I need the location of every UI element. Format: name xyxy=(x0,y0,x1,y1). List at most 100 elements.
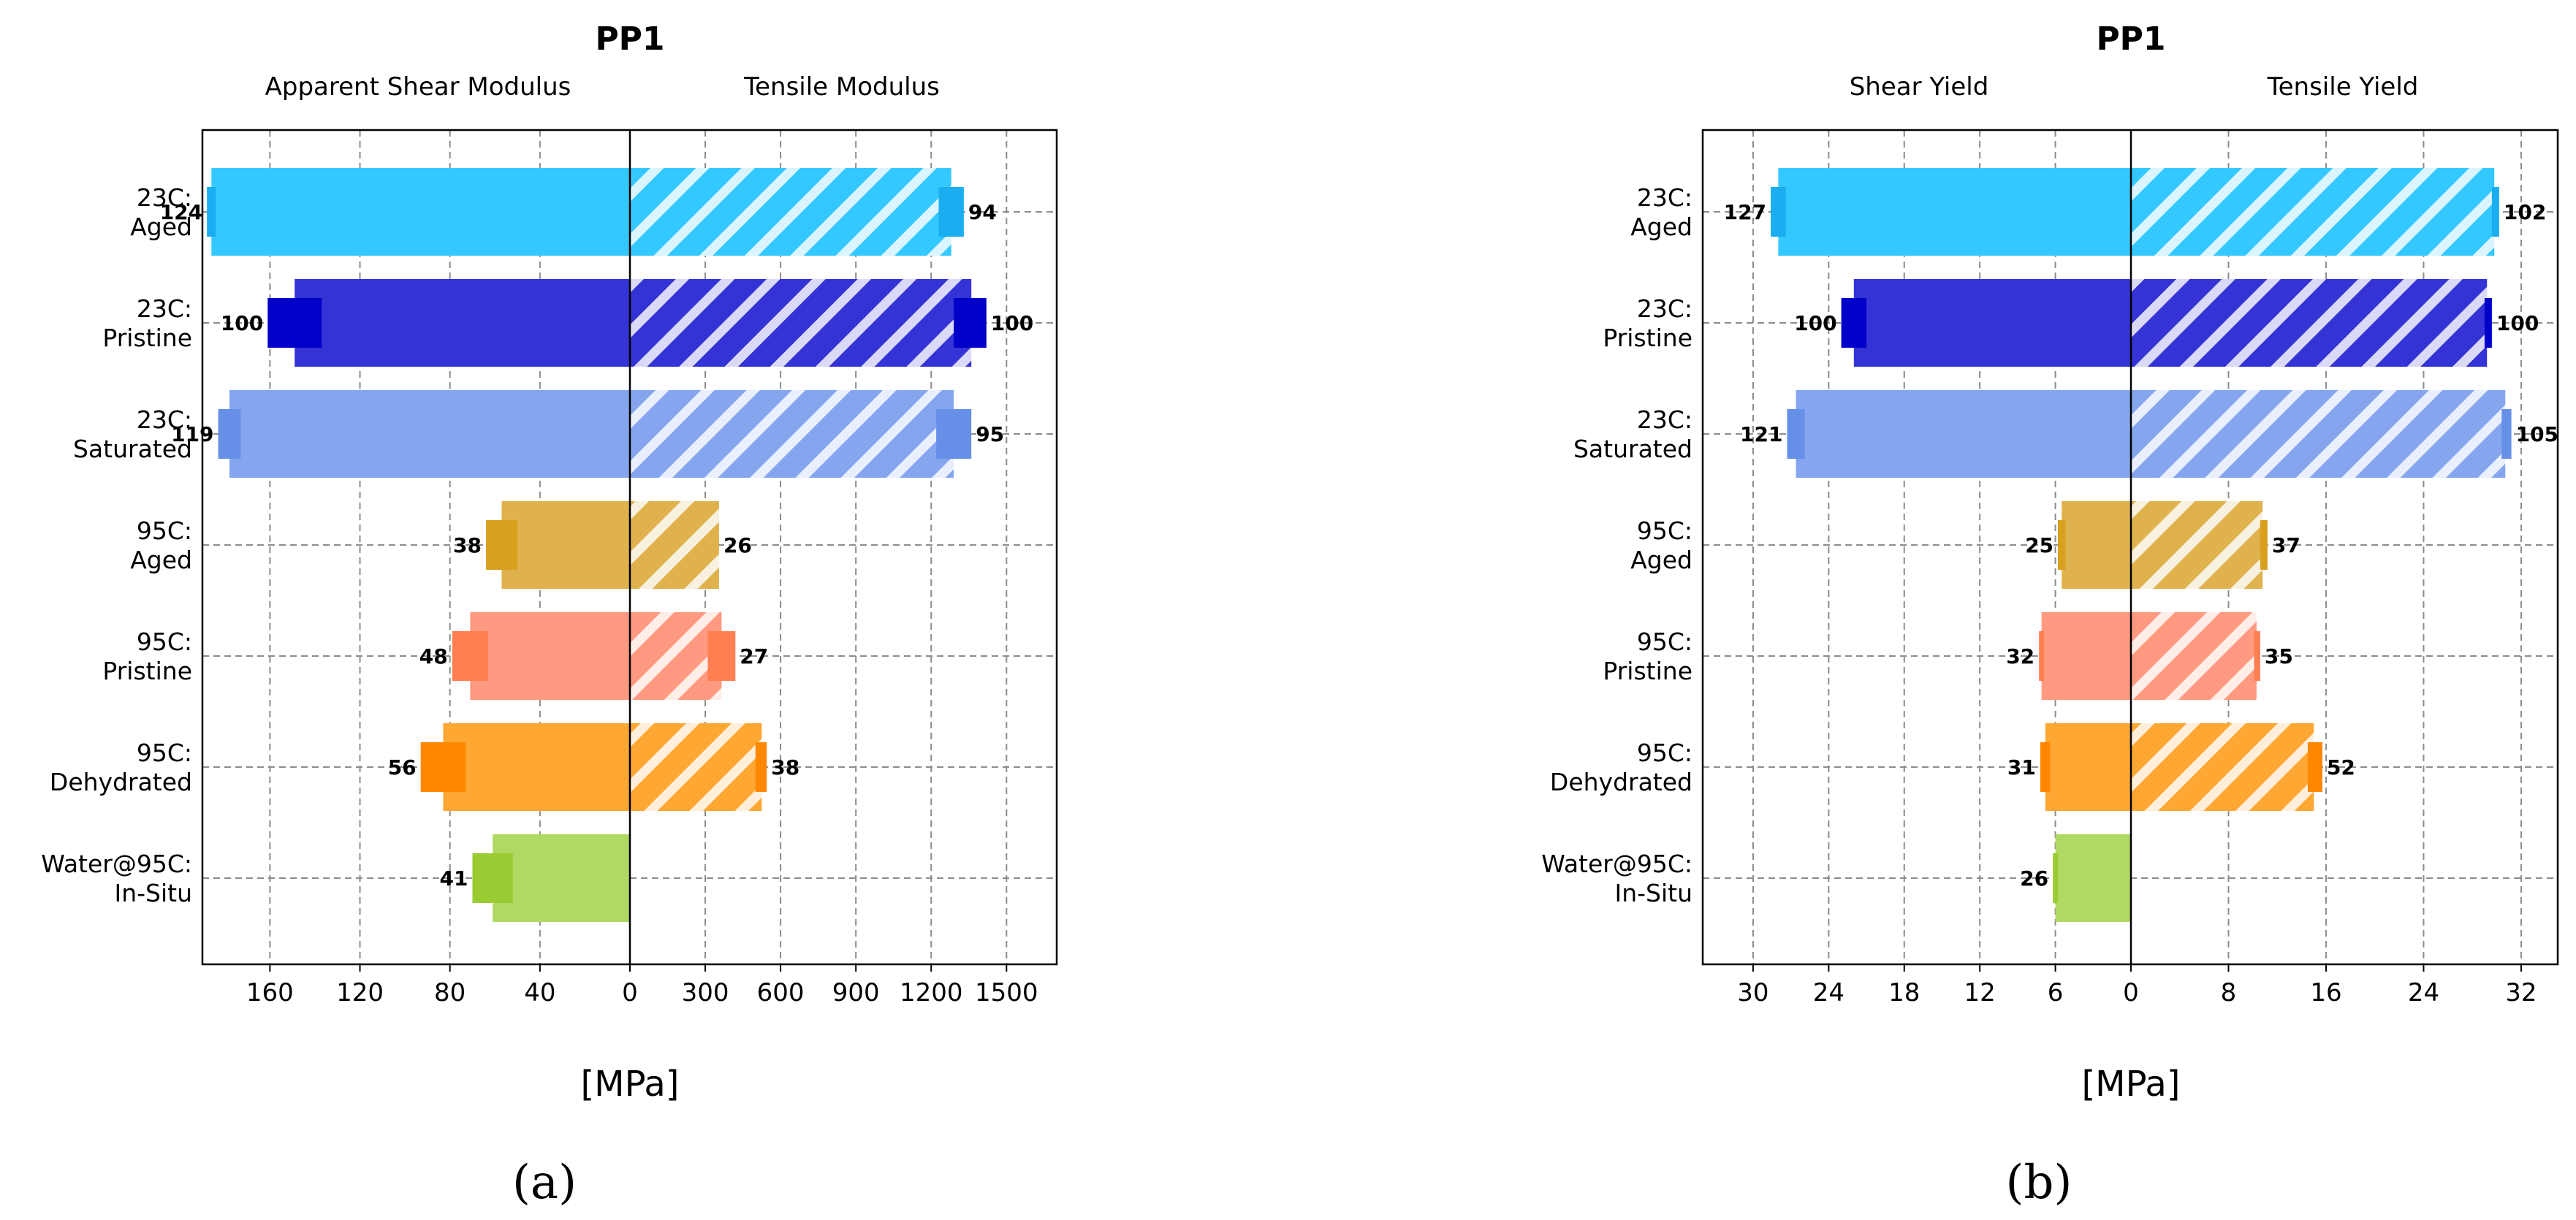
left-error-bar xyxy=(2039,631,2045,681)
x-tick-label: 18 xyxy=(1888,978,1920,1007)
right-bar xyxy=(2131,168,2495,256)
x-tick-label: 24 xyxy=(1813,978,1844,1007)
x-tick-label: 32 xyxy=(2505,978,2537,1007)
category-label: 95C: Dehydrated xyxy=(50,739,192,796)
left-value-label: 32 xyxy=(2006,644,2034,668)
right-error-bar xyxy=(2254,631,2260,681)
panel-label: (b) xyxy=(2006,1156,2072,1210)
left-error-bar xyxy=(485,520,518,570)
x-tick-label: 1500 xyxy=(975,978,1038,1007)
left-bar xyxy=(493,834,630,922)
category-label: 23C: Aged xyxy=(1630,183,1692,241)
chart-b: PP1 Shear Yield Tensile Yield 127 102 23C: Age… xyxy=(1541,20,2559,1210)
left-value-label: 127 xyxy=(1724,200,1766,224)
left-error-bar xyxy=(452,631,489,681)
right-error-bar xyxy=(755,742,767,792)
right-header: Tensile Yield xyxy=(2267,72,2419,102)
right-bar xyxy=(630,390,954,478)
right-error-bar xyxy=(2501,409,2512,459)
left-value-label: 25 xyxy=(2025,533,2053,557)
left-error-bar xyxy=(267,298,322,348)
left-error-bar xyxy=(1787,409,1805,459)
x-tick-label: 16 xyxy=(2310,978,2341,1007)
left-value-label: 121 xyxy=(1740,422,1782,446)
left-bar xyxy=(2041,612,2131,700)
left-error-bar xyxy=(420,742,466,792)
left-bar xyxy=(501,501,630,589)
x-tick-label: 24 xyxy=(2408,978,2439,1007)
right-error-bar xyxy=(2484,298,2492,348)
left-bar xyxy=(2062,501,2131,589)
left-value-label: 119 xyxy=(171,422,213,446)
right-value-label: 95 xyxy=(976,422,1004,446)
right-error-bar xyxy=(2260,520,2268,570)
left-header: Shear Yield xyxy=(1850,72,1989,102)
left-header: Apparent Shear Modulus xyxy=(265,72,571,102)
category-label: 23C: Pristine xyxy=(102,294,192,352)
left-bar xyxy=(2045,723,2131,811)
category-label: Water@95C: In-Situ xyxy=(1541,850,1692,907)
right-header: Tensile Modulus xyxy=(743,72,940,102)
category-label: 95C: Aged xyxy=(1630,516,1692,574)
x-tick-label: 1200 xyxy=(900,978,963,1007)
left-error-bar xyxy=(218,409,241,459)
category-label: 23C: Saturated xyxy=(73,405,192,463)
right-error-bar xyxy=(954,298,987,348)
right-bar xyxy=(630,723,762,811)
right-value-label: 100 xyxy=(2496,311,2539,335)
left-value-label: 100 xyxy=(1794,311,1836,335)
category-label: 23C: Saturated xyxy=(1573,405,1692,463)
right-error-bar xyxy=(2491,187,2499,237)
right-value-label: 27 xyxy=(740,644,768,668)
left-value-label: 41 xyxy=(440,866,468,891)
right-value-label: 94 xyxy=(968,200,997,224)
x-tick-label: 8 xyxy=(2221,978,2237,1007)
panel-label: (a) xyxy=(512,1156,577,1210)
x-tick-label: 0 xyxy=(622,978,638,1007)
left-error-bar xyxy=(2053,853,2059,903)
right-error-bar xyxy=(938,187,964,237)
left-error-bar xyxy=(1841,298,1867,348)
x-tick-label: 900 xyxy=(832,978,880,1007)
right-value-label: 102 xyxy=(2504,200,2546,224)
left-value-label: 26 xyxy=(2020,866,2048,891)
x-axis-label: [MPa] xyxy=(2081,1064,2180,1105)
right-value-label: 38 xyxy=(771,755,799,779)
right-bar xyxy=(2131,723,2314,811)
right-bar xyxy=(630,612,722,700)
right-value-label: 35 xyxy=(2265,644,2293,668)
right-value-label: 37 xyxy=(2272,533,2300,557)
left-value-label: 31 xyxy=(2007,755,2036,779)
left-error-bar xyxy=(2058,520,2066,570)
right-error-bar xyxy=(936,409,972,459)
chart-a: PP1 Apparent Shear Modulus Tensile Modulus… xyxy=(41,20,1058,1210)
left-bar xyxy=(1778,168,2131,256)
left-bar xyxy=(295,279,630,367)
left-bar xyxy=(229,390,630,478)
right-value-label: 100 xyxy=(991,311,1033,335)
x-tick-label: 300 xyxy=(682,978,729,1007)
x-tick-label: 40 xyxy=(524,978,555,1007)
x-tick-label: 160 xyxy=(246,978,294,1007)
right-bar xyxy=(630,279,972,367)
left-bar xyxy=(1796,390,2131,478)
left-bar xyxy=(2055,834,2131,922)
left-error-bar xyxy=(207,187,216,237)
left-bar xyxy=(1853,279,2131,367)
right-bar xyxy=(630,168,951,256)
right-bar xyxy=(2131,501,2263,589)
x-tick-label: 6 xyxy=(2048,978,2064,1007)
category-label: 95C: Pristine xyxy=(102,628,192,685)
category-label: 23C: Aged xyxy=(130,183,192,241)
left-value-label: 124 xyxy=(160,200,202,224)
right-error-bar xyxy=(707,631,736,681)
left-value-label: 38 xyxy=(453,533,482,557)
left-bar xyxy=(470,612,630,700)
category-label: Water@95C: In-Situ xyxy=(41,850,192,907)
x-tick-label: 30 xyxy=(1737,978,1768,1007)
left-error-bar xyxy=(2040,742,2051,792)
right-bar xyxy=(630,501,719,589)
chart-title: PP1 xyxy=(595,20,664,58)
left-bar xyxy=(211,168,630,256)
x-tick-label: 12 xyxy=(1964,978,1996,1007)
